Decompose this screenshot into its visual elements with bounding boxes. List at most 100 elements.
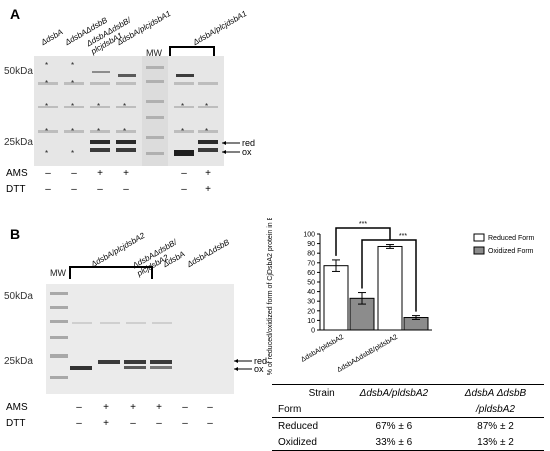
- ams-sign: +: [130, 402, 136, 413]
- panel-a-letter: A: [10, 6, 21, 22]
- lane-label-b-4: ΔdsbAΔdsbB: [185, 237, 231, 269]
- legend-swatch: [473, 233, 485, 242]
- svg-text:*: *: [205, 102, 208, 111]
- bracket-b: [69, 266, 153, 279]
- ams-sign: –: [181, 168, 187, 179]
- table-cell: 33% ± 6: [375, 436, 413, 448]
- row-label-oxidized: Oxidized: [278, 436, 317, 448]
- y-tick-label: 40: [307, 289, 315, 296]
- bar-chart: % of reduced/oxidized form of CjDsbA2 pr…: [267, 218, 534, 375]
- svg-text:*: *: [123, 102, 126, 111]
- svg-text:*: *: [97, 102, 100, 111]
- bar: [323, 265, 349, 331]
- svg-text:*: *: [97, 127, 100, 136]
- column-header-2: ΔdsbA ΔdsbB: [464, 387, 527, 399]
- y-tick-label: 30: [307, 299, 315, 306]
- lane-label-a-5: ΔdsbA/plcjdsbA1: [191, 8, 249, 47]
- strain-header: Strain: [308, 387, 335, 399]
- ams-sign: +: [103, 402, 109, 413]
- y-tick-label: 0: [311, 328, 315, 335]
- ams-sign: –: [182, 402, 188, 413]
- arrows-a: [222, 141, 240, 154]
- table-cell: 67% ± 6: [375, 420, 413, 432]
- size-50-a: 50kDa: [4, 66, 33, 77]
- dtt-sign: –: [45, 184, 51, 195]
- svg-text:*: *: [45, 61, 48, 70]
- mw-label-a: MW: [146, 48, 162, 58]
- dtt-sign: –: [130, 418, 136, 429]
- dtt-sign: +: [205, 184, 211, 195]
- y-tick-label: 80: [307, 251, 315, 258]
- significance-label: ***: [399, 233, 407, 240]
- lane-label-a-1: ΔdsbA: [39, 27, 65, 47]
- svg-text:*: *: [45, 149, 48, 158]
- dtt-sign: –: [71, 184, 77, 195]
- panel-b-letter: B: [10, 226, 21, 242]
- ams-sign: +: [205, 168, 211, 179]
- mw-label-b: MW: [50, 268, 66, 278]
- ams-sign: –: [76, 402, 82, 413]
- y-tick-label: 70: [307, 260, 315, 267]
- dtt-sign: –: [97, 184, 103, 195]
- size-50-b: 50kDa: [4, 291, 33, 302]
- legend-label: Oxidized Form: [488, 248, 534, 255]
- y-tick-label: 90: [307, 241, 315, 248]
- dtt-sign: –: [156, 418, 162, 429]
- form-header: Form: [278, 403, 302, 415]
- dtt-sign: –: [181, 184, 187, 195]
- category-label: ΔdsbAΔdsbB/pldsbA2: [336, 334, 399, 374]
- arrows-b: [234, 359, 252, 371]
- y-tick-label: 100: [303, 232, 315, 239]
- ams-sign: +: [97, 168, 103, 179]
- size-25-b: 25kDa: [4, 356, 33, 367]
- size-25-a: 25kDa: [4, 137, 33, 148]
- gel-image-b: [46, 284, 234, 394]
- svg-text:*: *: [71, 149, 74, 158]
- dtt-sign: –: [207, 418, 213, 429]
- bracket-a: [169, 46, 215, 57]
- table-cell: 87% ± 2: [477, 420, 514, 432]
- svg-text:*: *: [45, 79, 48, 88]
- ox-label-a: ox: [242, 147, 252, 157]
- y-tick-label: 20: [307, 308, 315, 315]
- svg-text:*: *: [71, 61, 74, 70]
- ams-sign: –: [71, 168, 77, 179]
- dtt-label-b: DTT: [6, 418, 26, 429]
- svg-text:*: *: [71, 79, 74, 88]
- ox-label-b: ox: [254, 364, 264, 374]
- svg-text:*: *: [205, 127, 208, 136]
- column-header-2-sub: /pldsbA2: [476, 403, 515, 415]
- category-label: ΔdsbA/pldsbA2: [300, 334, 345, 364]
- ams-sign: +: [123, 168, 129, 179]
- svg-text:*: *: [71, 127, 74, 136]
- legend-swatch: [473, 246, 485, 255]
- ams-sign: +: [156, 402, 162, 413]
- y-axis-label: % of reduced/oxidized form of CjDsbA2 pr…: [267, 218, 274, 375]
- significance-bracket: [335, 227, 391, 256]
- svg-text:*: *: [181, 127, 184, 136]
- red-label-a: red: [242, 138, 256, 148]
- y-tick-label: 50: [307, 280, 315, 287]
- significance-bracket: [361, 239, 417, 312]
- summary-table: Strain ΔdsbA/pldsbA2 ΔdsbA ΔdsbB Form /p…: [272, 384, 544, 451]
- red-label-b: red: [254, 356, 268, 366]
- significance-label: ***: [359, 221, 367, 228]
- bar: [377, 245, 403, 331]
- svg-text:*: *: [123, 127, 126, 136]
- dtt-sign: +: [103, 418, 109, 429]
- table-cell: 13% ± 2: [477, 436, 514, 448]
- ams-label-a: AMS: [6, 168, 28, 179]
- gel-image-a: * * * * * * * * * * * * * * * * * *: [34, 56, 224, 166]
- svg-text:*: *: [71, 102, 74, 111]
- dtt-sign: –: [76, 418, 82, 429]
- y-tick-label: 10: [307, 318, 315, 325]
- dtt-label-a: DTT: [6, 184, 26, 195]
- svg-text:*: *: [45, 127, 48, 136]
- y-tick-label: 60: [307, 270, 315, 277]
- legend-label: Reduced Form: [488, 235, 534, 242]
- row-label-reduced: Reduced: [278, 420, 319, 432]
- ams-label-b: AMS: [6, 402, 28, 413]
- dtt-sign: –: [182, 418, 188, 429]
- dtt-sign: –: [123, 184, 129, 195]
- svg-text:*: *: [181, 102, 184, 111]
